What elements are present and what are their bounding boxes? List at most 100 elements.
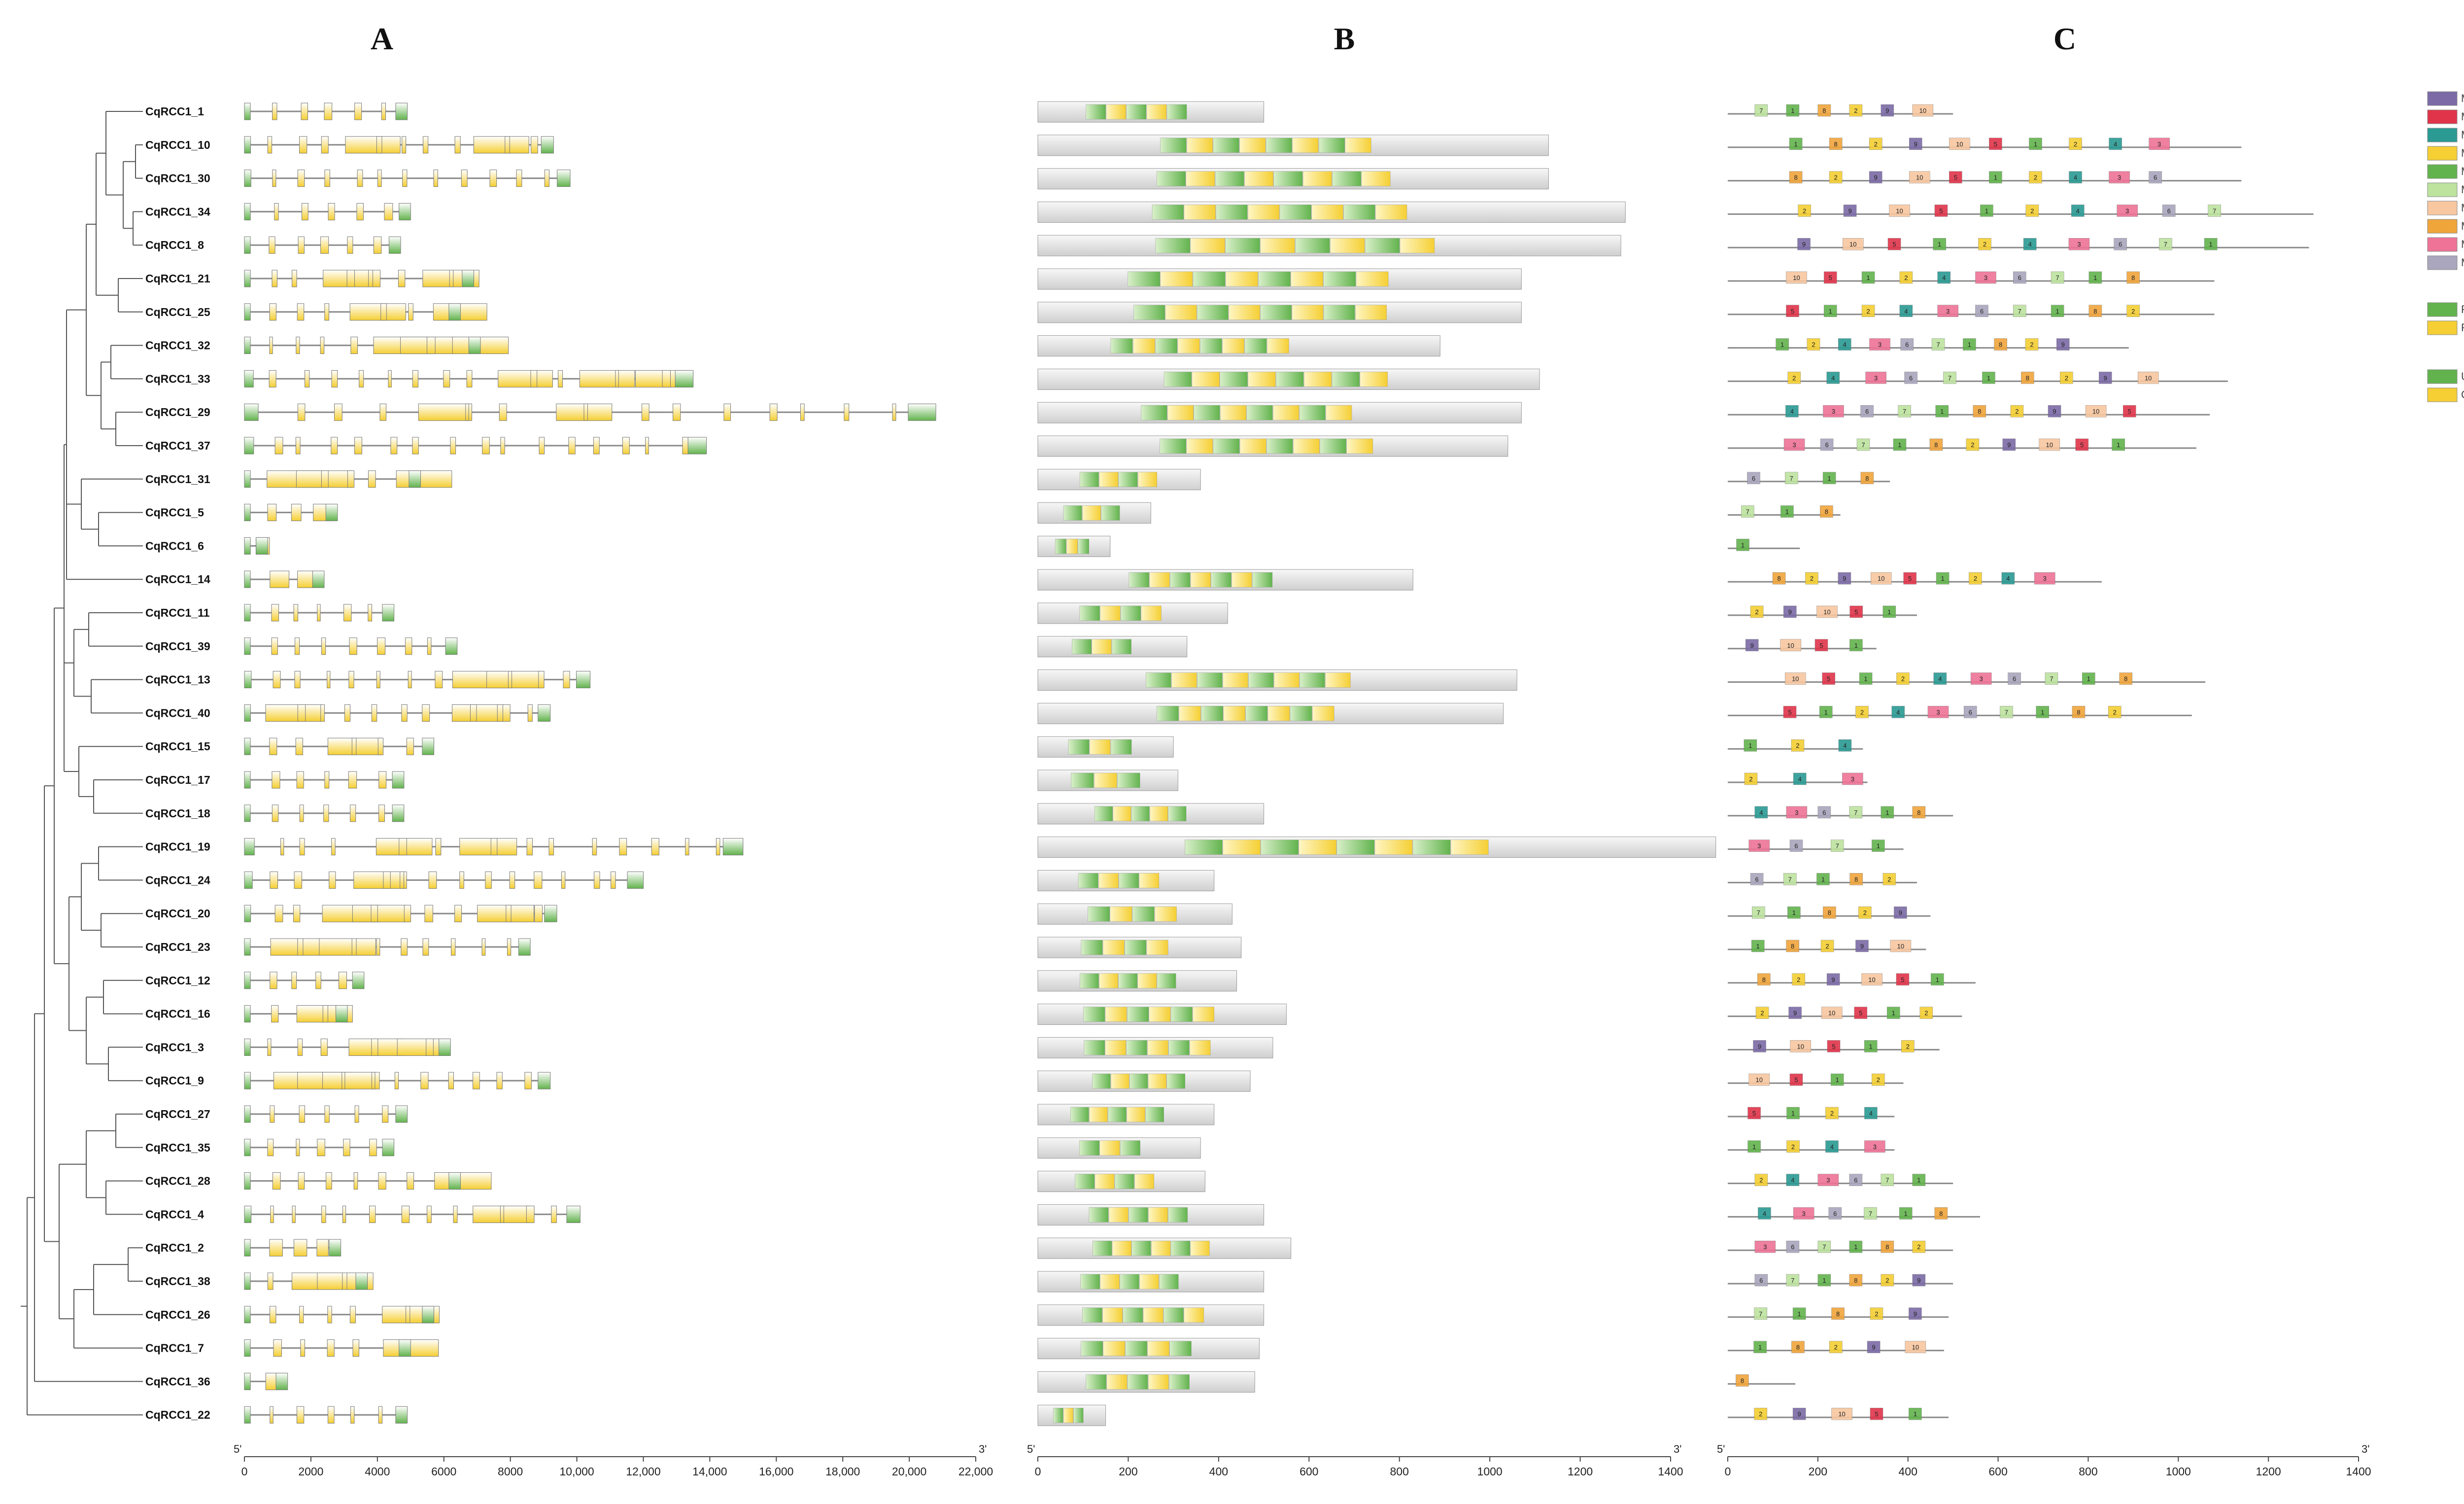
- motif-row: 7 1 8 2 9: [1728, 1307, 1949, 1320]
- gene-structure-row: [244, 1272, 374, 1290]
- rcc1-domain: [1118, 472, 1138, 488]
- legend-swatch: [2427, 201, 2458, 215]
- motif-row: 7 1 8: [1728, 505, 1841, 518]
- cds-block: [622, 437, 630, 455]
- cds-block: [486, 671, 542, 689]
- motif-number: 6: [1833, 1210, 1837, 1217]
- cds-block: [593, 437, 600, 455]
- rcc1-domain: [1276, 372, 1304, 387]
- motif-number: 1: [1864, 675, 1867, 683]
- motif-number: 2: [2113, 708, 2117, 716]
- motif-number: 5: [2080, 441, 2084, 449]
- motif-number: 2: [1760, 1010, 1764, 1017]
- rcc1-2-domain: [1106, 104, 1127, 120]
- motif-number: 1: [2117, 441, 2120, 449]
- motif-number: 9: [1750, 642, 1754, 649]
- motif-number: 2: [1825, 943, 1829, 950]
- motif-box: [1786, 1107, 1800, 1119]
- rcc1-2-domain: [1089, 1107, 1108, 1122]
- rcc1-2-domain: [1179, 706, 1201, 721]
- motif-box: [1820, 505, 1833, 518]
- cds-block: [295, 437, 301, 455]
- rcc1-domain: [1110, 739, 1132, 755]
- cds-block: [267, 504, 277, 522]
- cds-block: [482, 437, 490, 455]
- axis-tick-label: 800: [1390, 1465, 1409, 1478]
- motif-number: 1: [1941, 575, 1944, 582]
- motif-number: 6: [1909, 374, 1913, 382]
- cds-block: [496, 1072, 503, 1089]
- motif-box: [1881, 1240, 1894, 1253]
- cds-block: [346, 270, 355, 287]
- cds-block: [379, 403, 387, 421]
- motif-box: [2013, 271, 2026, 284]
- protein-domain-row: [1037, 335, 1440, 357]
- motif-number: 7: [1746, 508, 1749, 516]
- motif-box: [1786, 271, 1807, 284]
- gene-label: CqRCC1_35: [145, 1141, 210, 1154]
- rcc1-domain: [1079, 472, 1099, 488]
- motif-panel: 7 1 8 2 9 10 1 8 2 9 10 5 1 2 4 3 8 2 9 10 5 1 2 4 3 6 2 9 10 5 1 2 4 3 6 7…: [1728, 104, 2314, 1420]
- rcc1-2-domain: [1223, 706, 1246, 721]
- cds-block: [530, 370, 538, 387]
- motif-box: [1975, 305, 1988, 317]
- motif-row: 2 4 3 6 7 1: [1728, 1174, 1953, 1186]
- rcc1-2-domain: [1105, 1040, 1126, 1055]
- gene-structure-row: [244, 804, 405, 822]
- motif-box: [1869, 171, 1882, 183]
- rcc1-2-domain: [1138, 472, 1157, 488]
- gene-structure-row: [244, 370, 694, 387]
- cds-block: [538, 671, 545, 689]
- gene-label: CqRCC1_20: [145, 907, 210, 920]
- rcc1-domain: [1170, 1007, 1193, 1022]
- legend-swatch: [2427, 146, 2458, 161]
- cds-block: [723, 403, 731, 421]
- motif-box: [1783, 706, 1797, 718]
- rcc1-domain: [1164, 1307, 1184, 1323]
- motif-number: 7: [1836, 842, 1839, 850]
- motif-box: [2108, 706, 2122, 718]
- motif-box: [2112, 438, 2125, 451]
- motif-number: 1: [1887, 608, 1891, 616]
- motif-number: 2: [1866, 308, 1870, 315]
- motif-box: [1973, 405, 1986, 418]
- motif-box: [1994, 338, 2007, 350]
- utr-block: [244, 370, 254, 387]
- rcc1-2-domain: [1220, 405, 1247, 420]
- rcc1-domain: [1110, 338, 1133, 353]
- cds-block: [672, 403, 681, 421]
- rcc1-2-domain: [1147, 1040, 1168, 1055]
- axis-tick-label: 0: [1035, 1465, 1041, 1478]
- gene-structure-row: [244, 771, 405, 789]
- rcc1-domain: [1080, 973, 1099, 989]
- motif-box: [1859, 672, 1873, 685]
- motif-row: 10 5 1 2: [1728, 1073, 1904, 1086]
- cds-block: [324, 1105, 330, 1123]
- rcc1-domain: [1084, 1040, 1105, 1055]
- protein-domain-row: [1037, 1404, 1106, 1426]
- cds-block: [377, 170, 382, 187]
- cds-block: [347, 470, 355, 488]
- motif-number: 9: [1843, 575, 1846, 582]
- motif-box: [1825, 1140, 1839, 1153]
- rcc1-2-domain: [1137, 973, 1157, 989]
- protein-domain-row: [1037, 368, 1540, 390]
- rcc1-domain: [1160, 438, 1187, 454]
- motif-row: 4 3 6 7 1 8 2 9 10 5: [1728, 405, 2210, 418]
- cds-block: [270, 871, 278, 889]
- cds-block: [274, 437, 283, 455]
- motif-box: [2060, 372, 2073, 384]
- motif-number: 5: [1794, 1076, 1798, 1084]
- rcc1-2-domain: [1193, 1007, 1215, 1022]
- motif-number: 4: [2114, 140, 2117, 148]
- cds-block: [321, 136, 329, 154]
- cds-block: [327, 1406, 335, 1424]
- motif-box: [1934, 205, 1948, 217]
- motif-number: 3: [1984, 274, 1987, 281]
- rcc1-domain: [1323, 271, 1356, 287]
- rcc1-domain: [1157, 171, 1186, 186]
- motif-number: 2: [1854, 107, 1857, 114]
- utr-block: [541, 136, 554, 154]
- cds-block: [380, 303, 387, 321]
- motif-number: 2: [1901, 675, 1905, 683]
